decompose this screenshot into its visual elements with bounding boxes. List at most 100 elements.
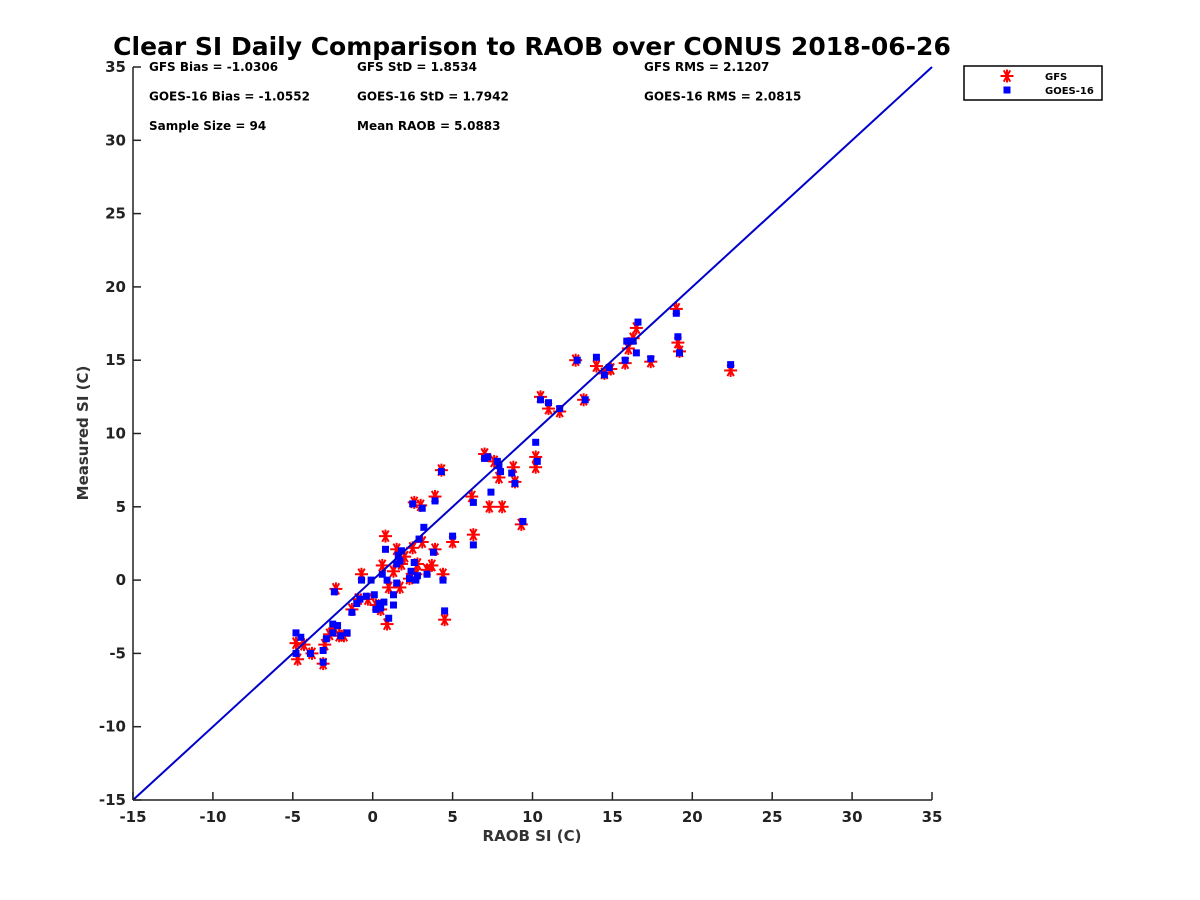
y-tick-label: 35 xyxy=(105,58,126,76)
goes-16-point xyxy=(605,364,613,372)
goes-16-point xyxy=(573,356,581,364)
y-tick-label: 5 xyxy=(116,498,126,516)
goes-16-point xyxy=(409,500,417,508)
goes-16-point xyxy=(420,523,428,531)
legend-box xyxy=(963,65,1103,101)
goes-16-point xyxy=(397,547,405,555)
stat-annotation: GOES-16 RMS = 2.0815 xyxy=(644,90,801,104)
y-tick-label: 30 xyxy=(105,131,126,149)
goes-16-point xyxy=(469,498,477,506)
x-tick-label: -15 xyxy=(119,808,146,826)
goes-16-point xyxy=(372,605,380,613)
y-tick-label: -10 xyxy=(99,718,126,736)
y-tick-label: 20 xyxy=(105,278,126,296)
x-tick-label: 10 xyxy=(522,808,543,826)
stat-annotation: GOES-16 Bias = -1.0552 xyxy=(149,90,310,104)
x-tick-label: 30 xyxy=(842,808,863,826)
goes-16-point xyxy=(362,592,370,600)
goes-16-point xyxy=(469,541,477,549)
gfs-point xyxy=(482,500,496,514)
legend-marker-goes-16 xyxy=(1003,86,1011,94)
goes-16-point xyxy=(592,353,600,361)
goes-16-point xyxy=(329,620,337,628)
goes-16-point xyxy=(389,591,397,599)
goes-16-point xyxy=(493,457,501,465)
goes-16-point xyxy=(337,632,345,640)
goes-16-point xyxy=(581,396,589,404)
gfs-point xyxy=(438,613,452,627)
x-tick-label: 0 xyxy=(367,808,377,826)
goes-16-point xyxy=(533,457,541,465)
y-tick-label: -5 xyxy=(109,644,126,662)
goes-16-point xyxy=(439,576,447,584)
chart-title: Clear SI Daily Comparison to RAOB over C… xyxy=(113,32,951,61)
goes-16-point xyxy=(356,595,364,603)
goes-16-point xyxy=(405,575,413,583)
goes-16-point xyxy=(393,579,401,587)
goes-16-point xyxy=(536,396,544,404)
goes-16-point xyxy=(381,545,389,553)
goes-16-point xyxy=(358,576,366,584)
goes-16-point xyxy=(377,604,385,612)
one-to-one-reference-line xyxy=(132,66,933,801)
gfs-point xyxy=(386,564,400,578)
gfs-point xyxy=(378,529,392,543)
stat-annotation: Mean RAOB = 5.0883 xyxy=(357,119,501,133)
goes-16-point xyxy=(441,607,449,615)
legend-label-gfs: GFS xyxy=(1045,72,1067,83)
goes-16-point xyxy=(322,635,330,643)
goes-16-point xyxy=(634,318,642,326)
goes-16-point xyxy=(292,649,300,657)
goes-16-point xyxy=(378,570,386,578)
goes-16-point xyxy=(647,355,655,363)
gfs-point xyxy=(466,528,480,542)
goes-16-point xyxy=(370,591,378,599)
goes-16-point xyxy=(343,629,351,637)
y-tick-label: 0 xyxy=(116,571,126,589)
goes-16-point xyxy=(600,371,608,379)
goes-16-point xyxy=(413,572,421,580)
statistics-annotations: GFS Bias = -1.0306 GFS StD = 1.8534 GFS RM… xyxy=(149,60,801,133)
points-layer xyxy=(289,302,738,671)
goes-16-point xyxy=(389,601,397,609)
goes-16-point xyxy=(396,557,404,565)
goes-16-point xyxy=(632,349,640,357)
x-tick-label: -10 xyxy=(199,808,226,826)
goes-16-point xyxy=(329,629,337,637)
goes-16-point xyxy=(353,600,361,608)
goes-16-point xyxy=(367,576,375,584)
x-tick-label: 25 xyxy=(762,808,783,826)
goes-16-point xyxy=(334,622,342,630)
goes-16-point xyxy=(508,469,516,477)
x-tick-label: 35 xyxy=(922,808,943,826)
goes-16-point xyxy=(297,633,305,641)
x-axis-label: RAOB SI (C) xyxy=(483,827,582,845)
y-tick-label: -15 xyxy=(99,791,126,809)
stat-annotation: Sample Size = 94 xyxy=(149,119,266,133)
goes-16-point xyxy=(487,488,495,496)
goes-16-point xyxy=(319,646,327,654)
goes-16-point xyxy=(674,333,682,341)
goes-16-point xyxy=(544,399,552,407)
legend: GFS GOES-16 xyxy=(963,65,1103,101)
goes-16-point xyxy=(412,576,420,584)
goes-16-point xyxy=(484,453,492,461)
goes-16-point xyxy=(383,576,391,584)
x-tick-label: -5 xyxy=(284,808,301,826)
x-tick-label: 15 xyxy=(602,808,623,826)
goes-16-point xyxy=(449,532,457,540)
goes-16-point xyxy=(676,349,684,357)
goes-16-point xyxy=(418,504,426,512)
goes-16-point xyxy=(415,535,423,543)
goes-16-point xyxy=(437,468,445,476)
legend-label-goes-16: GOES-16 xyxy=(1045,86,1094,97)
goes-16-point xyxy=(292,629,300,637)
y-tick-label: 15 xyxy=(105,351,126,369)
goes-16-point xyxy=(423,570,431,578)
legend-marker-gfs xyxy=(1000,69,1014,83)
stat-annotation: GFS RMS = 2.1207 xyxy=(644,60,769,74)
goes-16-point xyxy=(431,497,439,505)
goes-16-point xyxy=(306,649,314,657)
